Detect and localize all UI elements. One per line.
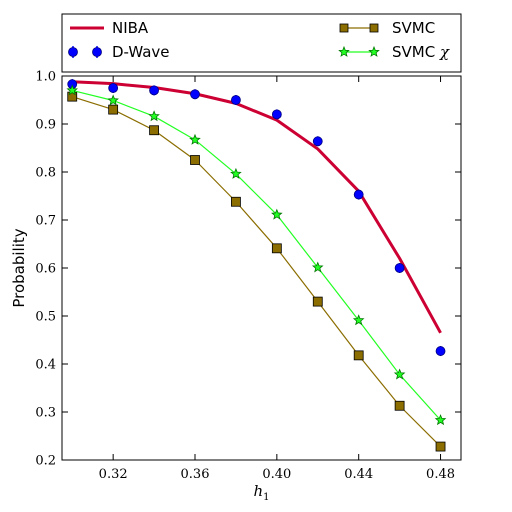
x-axis-title: h1 (253, 482, 269, 503)
x-axis-title-subscript: 1 (263, 492, 269, 503)
series-2 (67, 91, 446, 452)
y-tick-label: 0.6 (35, 262, 56, 277)
data-point (231, 95, 241, 105)
legend-label-niba: NIBA (112, 19, 149, 37)
x-tick-label: 0.44 (344, 467, 373, 482)
series-layer (66, 79, 447, 452)
legend-swatch-dwave-marker-left (68, 47, 78, 57)
series-line (72, 80, 442, 334)
x-tick-label: 0.36 (181, 467, 210, 482)
series-3 (66, 84, 447, 426)
y-tick-label: 0.9 (35, 118, 56, 133)
data-point (271, 243, 282, 254)
legend-swatch-svmc-chi-marker-left (338, 45, 350, 57)
data-point (108, 83, 119, 93)
x-tick-label: 0.32 (99, 467, 128, 482)
legend-entry-svmc-chi: SVMC χ (338, 43, 450, 61)
data-point (435, 441, 446, 452)
data-point (67, 91, 78, 102)
series-1 (67, 79, 446, 357)
y-tick-label: 0.3 (35, 406, 56, 421)
data-point (393, 368, 406, 380)
axis-ticks: 0.32 0.36 0.40 0.44 0.48 0.2 0.3 0.4 0.5 0.6 0.7 0.… (35, 70, 461, 482)
data-point (230, 167, 242, 179)
y-tick-label: 0.8 (35, 166, 56, 181)
data-point (352, 314, 365, 326)
legend-swatch-svmc-marker-right (369, 23, 379, 33)
x-axis-title-main: h (253, 482, 263, 500)
data-point (108, 104, 119, 115)
x-tick-label: 0.40 (262, 467, 291, 482)
legend-label-svmc: SVMC (392, 19, 435, 37)
data-point (394, 263, 405, 273)
y-tick-label: 1.0 (35, 70, 56, 85)
y-tick-label: 0.2 (35, 454, 56, 469)
y-axis-title: Probability (10, 228, 28, 307)
y-tick-label: 0.4 (35, 358, 56, 373)
data-point (271, 208, 283, 220)
legend-entry-dwave: D-Wave (68, 43, 170, 61)
data-point (353, 189, 364, 200)
y-tick-label: 0.5 (35, 310, 56, 325)
data-point (312, 296, 323, 307)
legend-frame (61, 13, 462, 73)
legend-label-svmc-chi: SVMC χ (392, 43, 450, 61)
y-tick-label: 0.7 (35, 214, 56, 229)
data-point (189, 133, 201, 145)
data-point (66, 84, 79, 96)
data-point (394, 400, 405, 411)
data-point (231, 196, 241, 207)
legend-label-dwave: D-Wave (112, 43, 170, 61)
legend: NIBA D-Wave SVMC SVMC χ (61, 13, 462, 73)
legend-swatch-svmc-chi-marker-right (368, 45, 380, 57)
data-point (434, 414, 447, 426)
data-point (148, 110, 160, 122)
data-point (149, 125, 159, 136)
data-point (107, 94, 119, 106)
legend-swatch-dwave-marker-right (92, 47, 102, 57)
data-point (190, 89, 200, 100)
legend-label-svmc-chi-prefix: SVMC (392, 43, 440, 61)
legend-swatch-svmc-marker-left (339, 23, 349, 33)
legend-entry-niba: NIBA (70, 19, 149, 37)
data-point (353, 350, 364, 361)
x-tick-label: 0.48 (426, 467, 455, 482)
legend-entry-svmc: SVMC (339, 19, 435, 37)
data-point (271, 109, 282, 120)
data-point (190, 155, 200, 165)
data-point (311, 261, 324, 273)
data-point (435, 346, 446, 356)
data-point (312, 136, 323, 147)
series-line (72, 96, 441, 447)
series-0 (72, 80, 442, 334)
series-line (72, 89, 441, 421)
legend-label-svmc-chi-symbol: χ (439, 43, 450, 61)
data-point (149, 85, 159, 96)
